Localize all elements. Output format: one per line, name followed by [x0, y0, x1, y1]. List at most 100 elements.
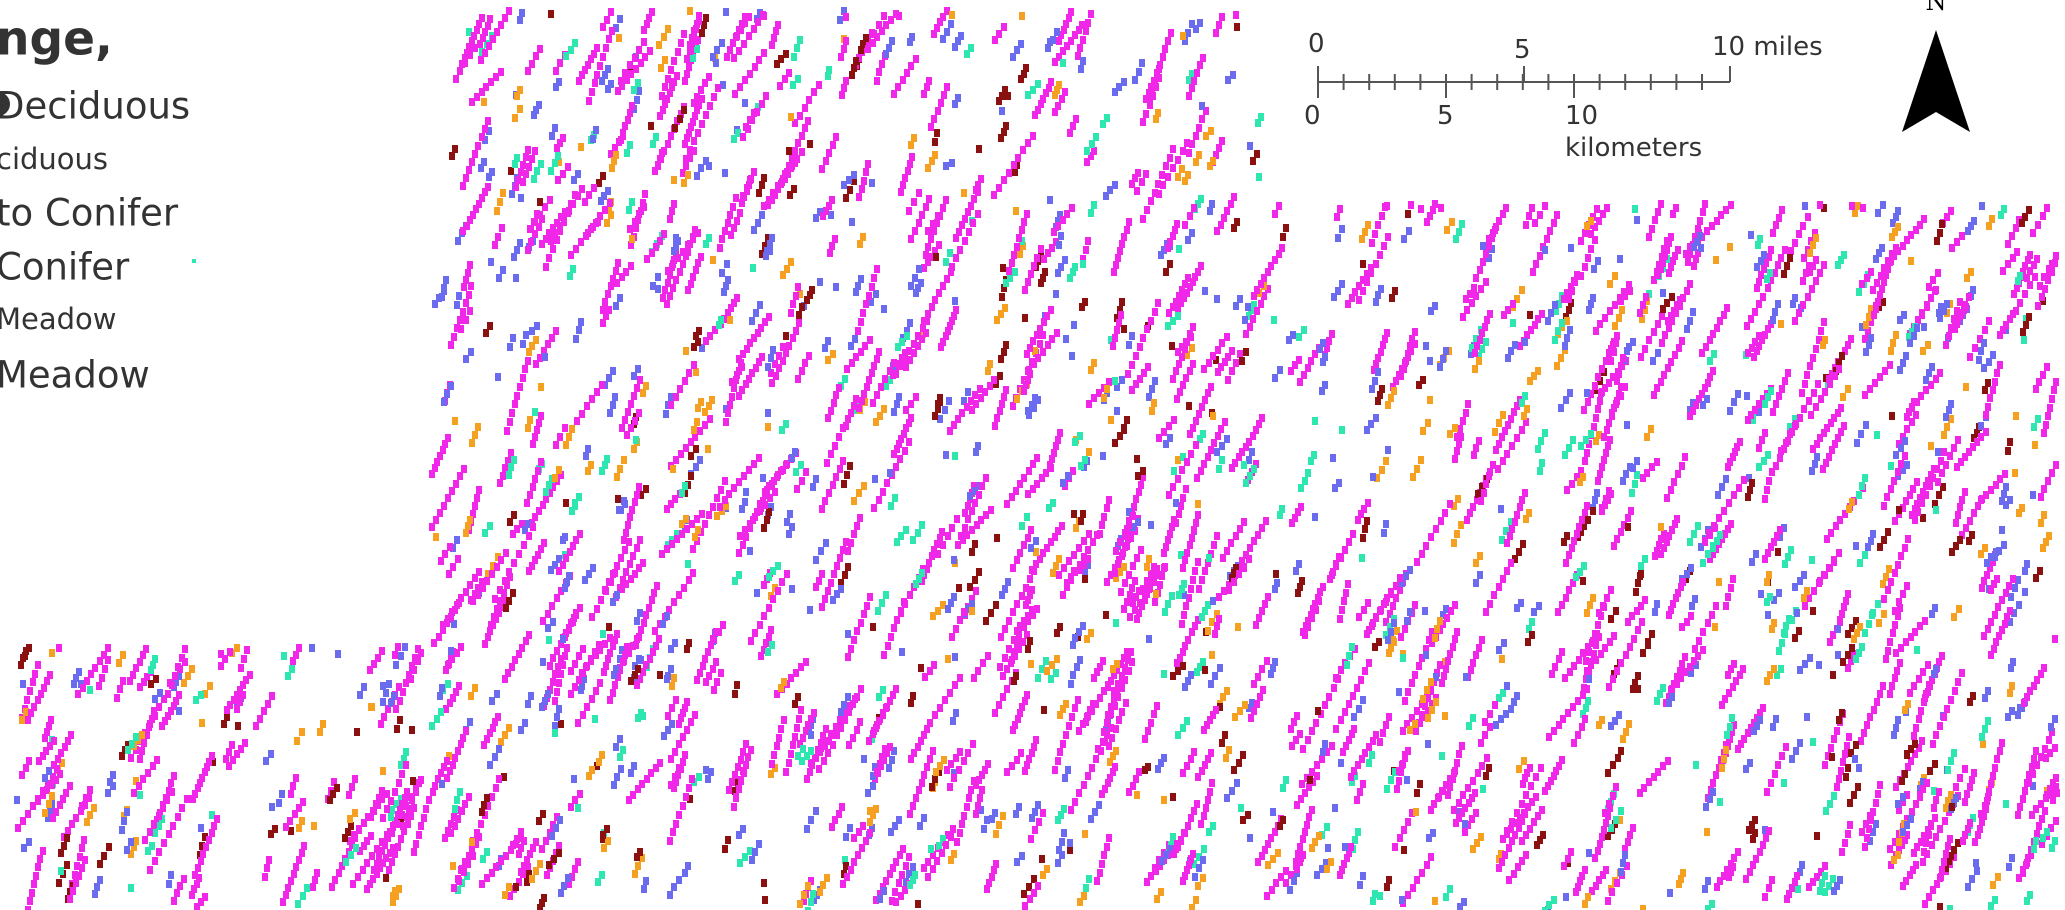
raster-cell [994, 414, 1000, 422]
raster-cell [1947, 835, 1953, 843]
raster-cell [1700, 208, 1706, 216]
raster-cell [1061, 564, 1067, 572]
raster-cell [540, 617, 546, 625]
raster-cell [671, 256, 677, 264]
raster-cell [1969, 776, 1975, 784]
raster-cell [460, 734, 466, 742]
raster-cell [1385, 446, 1391, 454]
raster-cell [1588, 430, 1594, 438]
raster-cell [519, 644, 525, 652]
raster-cell [1329, 330, 1335, 338]
raster-cell [1452, 601, 1458, 609]
raster-cell [1966, 293, 1972, 301]
raster-cell [1633, 588, 1639, 596]
raster-cell [149, 842, 155, 850]
raster-cell [1945, 842, 1951, 850]
raster-cell [1473, 444, 1479, 452]
raster-cell [147, 866, 153, 874]
raster-cell [1932, 814, 1938, 822]
raster-cell [1379, 466, 1385, 474]
raster-cell [355, 873, 361, 881]
raster-cell [698, 398, 704, 406]
raster-cell [1752, 816, 1758, 824]
raster-cell [707, 415, 713, 423]
raster-cell [1245, 811, 1251, 819]
raster-cell [392, 850, 398, 858]
raster-cell [723, 418, 729, 426]
raster-cell [936, 289, 942, 297]
raster-cell [1391, 387, 1397, 395]
raster-cell [1587, 601, 1593, 609]
raster-cell [1091, 359, 1097, 367]
raster-cell [1206, 554, 1212, 562]
raster-cell [1195, 500, 1201, 508]
raster-cell [1070, 671, 1076, 679]
raster-cell [1600, 602, 1606, 610]
raster-cell [1779, 752, 1785, 760]
raster-cell [1874, 431, 1880, 439]
raster-cell [529, 60, 535, 68]
raster-cell [1669, 693, 1675, 701]
raster-cell [1463, 409, 1469, 417]
raster-cell [14, 796, 20, 804]
raster-cell [1559, 601, 1565, 609]
raster-cell [198, 857, 204, 865]
raster-cell [1762, 429, 1768, 437]
raster-cell [1861, 729, 1867, 737]
raster-cell [1814, 832, 1820, 840]
raster-cell [1093, 755, 1099, 763]
raster-cell [1594, 205, 1600, 213]
raster-cell [1362, 228, 1368, 236]
raster-cell [1841, 251, 1847, 259]
raster-cell [1294, 712, 1300, 720]
raster-cell [831, 570, 837, 578]
raster-cell [1999, 526, 2005, 534]
raster-cell [176, 707, 182, 715]
raster-cell [1136, 68, 1142, 76]
raster-cell [145, 769, 151, 777]
raster-cell [718, 669, 724, 677]
raster-cell [756, 189, 762, 197]
raster-cell [744, 184, 750, 192]
raster-cell [1130, 782, 1136, 790]
raster-cell [380, 814, 386, 822]
raster-cell [683, 793, 689, 801]
raster-cell [1625, 838, 1631, 846]
raster-cell [1608, 586, 1614, 594]
raster-cell [528, 692, 534, 700]
raster-cell [1484, 754, 1490, 762]
raster-cell [793, 327, 799, 335]
raster-cell [1640, 905, 1646, 910]
raster-cell [389, 858, 395, 866]
raster-cell [1372, 890, 1378, 898]
raster-cell [899, 648, 905, 656]
raster-cell [1233, 359, 1239, 367]
raster-cell [787, 510, 793, 518]
raster-cell [1028, 526, 1034, 534]
raster-cell [957, 616, 963, 624]
raster-cell [1692, 645, 1698, 653]
raster-cell [828, 730, 834, 738]
raster-cell [1986, 222, 1992, 230]
raster-cell [1175, 156, 1181, 164]
raster-cell [1992, 764, 1998, 772]
raster-cell [1582, 263, 1588, 271]
raster-cell [938, 99, 944, 107]
raster-cell [792, 448, 798, 456]
raster-cell [73, 814, 79, 822]
raster-cell [2051, 386, 2057, 394]
raster-cell [1972, 838, 1978, 846]
raster-cell [586, 191, 592, 199]
raster-cell [1584, 609, 1590, 617]
raster-cell [1453, 235, 1459, 243]
raster-cell [1464, 306, 1470, 314]
raster-cell [1710, 779, 1716, 787]
raster-cell [1933, 286, 1939, 294]
raster-cell [357, 691, 363, 699]
raster-cell [1320, 583, 1326, 591]
raster-cell [1730, 575, 1736, 583]
raster-cell [469, 439, 475, 447]
raster-cell [222, 655, 228, 663]
raster-cell [1804, 587, 1810, 595]
raster-cell [884, 479, 890, 487]
